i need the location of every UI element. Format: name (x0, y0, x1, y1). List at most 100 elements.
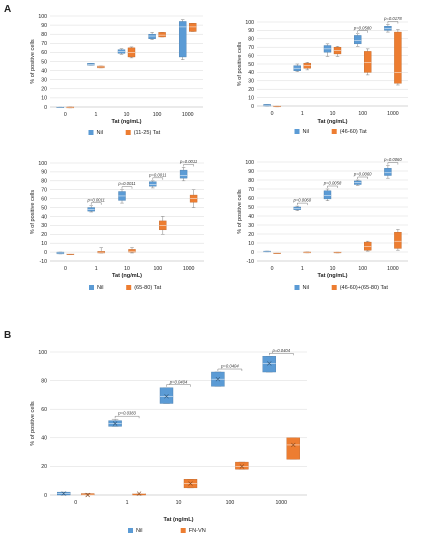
x-tick-label: 0 (64, 266, 67, 272)
legend-label: Nil (303, 285, 310, 291)
y-tick-label: 40 (248, 70, 254, 76)
y-tick-label: 30 (41, 78, 47, 84)
y-tick-label: 60 (248, 196, 254, 202)
y-tick-label: 10 (41, 96, 47, 102)
x-tick-label: 0 (271, 266, 274, 272)
y-axis-title: % of positive cells (237, 42, 243, 87)
y-tick-label: 80 (41, 378, 47, 384)
y-tick-label: 60 (41, 50, 47, 56)
panel-label-a: A (4, 4, 11, 15)
box (148, 34, 156, 39)
y-axis-title: % of positive cells (237, 189, 243, 234)
significance-bracket (114, 416, 140, 419)
x-tick-label: 10 (176, 500, 182, 506)
x-tick-label: 1000 (183, 266, 195, 272)
y-tick-label: 60 (248, 53, 254, 59)
significance-bracket (91, 202, 102, 205)
p-value-label: p=0.0060 (353, 172, 372, 177)
p-value-label: p=0.0178 (383, 16, 402, 21)
y-tick-label: 60 (41, 196, 47, 202)
x-tick-label: 1000 (387, 111, 399, 117)
box (188, 23, 197, 32)
p-value-label: p=0.0404 (272, 348, 291, 353)
y-tick-label: 80 (248, 37, 254, 43)
box (394, 31, 402, 84)
significance-bracket (217, 368, 243, 372)
significance-bracket (357, 176, 368, 179)
y-tick-label: 100 (245, 20, 254, 26)
x-tick-label: 1000 (182, 112, 194, 118)
x-tick-label: 0 (74, 500, 77, 506)
y-tick-label: 70 (41, 41, 47, 47)
box (364, 51, 372, 73)
legend-swatch (331, 129, 337, 134)
legend-label: (46-60)+(65-80) Tat (340, 285, 389, 291)
y-tick-label: 10 (248, 241, 254, 247)
x-tick-label: 1000 (387, 266, 399, 272)
panel-label-b: B (4, 330, 11, 341)
p-value-label: p=0.0011 (148, 172, 166, 177)
box (149, 181, 157, 187)
y-tick-label: 100 (38, 350, 47, 356)
x-tick-label: 10 (330, 111, 336, 117)
x-axis-title: Tat (ng/mL) (111, 119, 141, 125)
legend-swatch (125, 130, 131, 135)
significance-bracket (269, 353, 294, 356)
legend-label: (65-80) Tat (134, 285, 161, 291)
legend-swatch (126, 285, 132, 290)
x-axis-title: Tat (ng/mL) (317, 119, 347, 125)
y-tick-label: 100 (245, 160, 254, 166)
x-tick-label: 1 (301, 111, 304, 117)
box (384, 168, 392, 176)
y-tick-label: 70 (41, 188, 47, 194)
x-axis-title: Tat (ng/mL) (112, 273, 142, 279)
mean-marker (85, 492, 90, 498)
legend-swatch (128, 528, 133, 533)
significance-bracket (183, 164, 194, 167)
y-tick-label: 90 (248, 28, 254, 34)
y-tick-label: 20 (248, 232, 254, 238)
y-tick-label: 40 (41, 68, 47, 74)
significance-bracket (152, 177, 163, 180)
x-tick-label: 10 (124, 266, 130, 272)
y-tick-label: 0 (44, 250, 47, 256)
y-tick-label: 0 (251, 104, 254, 110)
y-axis-title: % of positive cells (30, 401, 36, 446)
p-value-label: p=0.0383 (117, 411, 136, 416)
mean-marker (291, 442, 296, 448)
y-tick-label: 50 (248, 205, 254, 211)
p-value-label: p=0.0011 (117, 181, 135, 186)
y-tick-label: 20 (41, 464, 47, 470)
y-tick-label: 100 (38, 161, 47, 167)
y-tick-label: 50 (41, 59, 47, 65)
p-value-label: p=0.0060 (293, 198, 312, 203)
legend-label: Nil (303, 129, 310, 135)
legend-swatch (88, 130, 94, 135)
x-tick-label: 10 (124, 112, 130, 118)
y-tick-label: 50 (248, 62, 254, 68)
significance-bracket (121, 186, 133, 189)
y-tick-label: 30 (248, 223, 254, 229)
x-tick-label: 100 (358, 266, 367, 272)
significance-bracket (387, 21, 399, 24)
x-tick-label: 100 (226, 500, 235, 506)
x-axis-title: Tat (ng/mL) (163, 517, 193, 523)
y-tick-label: 0 (44, 493, 47, 499)
x-tick-label: 1 (95, 266, 98, 272)
box (159, 387, 174, 404)
p-value-label: p=0.0404 (169, 379, 188, 384)
x-tick-label: 0 (271, 111, 274, 117)
y-tick-label: 0 (251, 250, 254, 256)
mean-marker (136, 491, 142, 496)
legend-label: Nil (136, 528, 143, 534)
legend-label: (11-25) Tat (134, 130, 161, 136)
mean-marker (188, 481, 193, 486)
y-tick-label: 40 (41, 436, 47, 442)
y-axis-title: % of positive cells (30, 39, 36, 84)
box (128, 249, 136, 253)
y-tick-label: 90 (41, 170, 47, 176)
x-tick-label: 1 (94, 112, 97, 118)
